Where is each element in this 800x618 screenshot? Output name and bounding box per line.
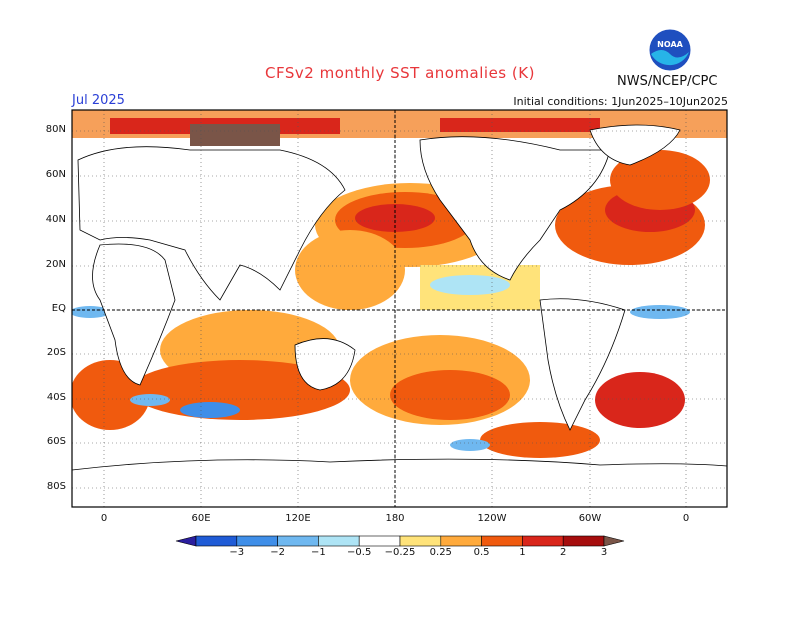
map-title: CFSv2 monthly SST anomalies (K) <box>265 64 535 82</box>
colorbar-tick-label: 3 <box>600 547 608 558</box>
latitude-label: 40N <box>45 214 66 225</box>
longitude-label: 0 <box>100 513 108 524</box>
colorbar-segment <box>358 535 401 547</box>
noaa-logo-text: NOAA <box>657 40 683 49</box>
noaa-logo-icon: NOAA <box>648 28 692 72</box>
latitude-label: 20N <box>45 259 66 270</box>
forecast-month-label: Jul 2025 <box>72 93 125 108</box>
latitude-label: 60S <box>46 436 66 447</box>
colorbar <box>175 535 625 547</box>
africa-landmass <box>92 243 176 386</box>
greenland-landmass <box>589 124 681 166</box>
longitude-label: 180 <box>385 513 405 524</box>
colorbar-tick-label: 0.5 <box>473 547 490 558</box>
colorbar-segment <box>236 535 278 547</box>
australia-landmass <box>294 338 356 391</box>
colorbar-segment <box>277 535 319 547</box>
colorbar-segment <box>522 535 564 547</box>
south-america-landmass <box>539 298 626 431</box>
colorbar-tick-label: −2 <box>270 547 285 558</box>
agency-label: NWS/NCEP/CPC <box>617 74 718 89</box>
longitude-label: 120W <box>477 513 507 524</box>
colorbar-tick-label: 2 <box>560 547 567 558</box>
latitude-label: 40S <box>46 392 66 403</box>
north-america-landmass <box>419 136 611 281</box>
latitude-label: EQ <box>51 303 66 314</box>
colorbar-segment <box>195 535 238 547</box>
colorbar-min-arrow <box>175 535 197 547</box>
colorbar-tick-label: −3 <box>229 547 245 558</box>
longitude-label: 60E <box>191 513 211 524</box>
colorbar-segment <box>399 535 442 547</box>
latitude-label: 60N <box>45 169 66 180</box>
longitude-label: 120E <box>285 513 311 524</box>
colorbar-tick-label: −0.5 <box>347 547 372 558</box>
colorbar-max-arrow <box>603 535 625 547</box>
colorbar-segment <box>318 535 360 547</box>
latitude-label: 80N <box>45 124 66 135</box>
initial-conditions-label: Initial conditions: 1Jun2025–10Jun2025 <box>513 95 728 108</box>
colorbar-tick-label: 0.25 <box>429 547 452 558</box>
latitude-label: 80S <box>46 481 66 492</box>
antarctica-landmass <box>72 458 727 507</box>
colorbar-tick-label: 1 <box>519 547 526 558</box>
longitude-label: 0 <box>682 513 690 524</box>
anomaly-field <box>72 110 727 507</box>
map-frame <box>71 109 728 508</box>
colorbar-segment <box>440 535 482 547</box>
colorbar-tick-label: −0.25 <box>384 547 416 558</box>
colorbar-segment <box>562 535 605 547</box>
colorbar-segment <box>481 535 523 547</box>
longitude-label: 60W <box>578 513 602 524</box>
eurasia-landmass <box>77 146 346 301</box>
colorbar-tick-label: −1 <box>311 547 326 558</box>
latitude-label: 20S <box>46 347 66 358</box>
